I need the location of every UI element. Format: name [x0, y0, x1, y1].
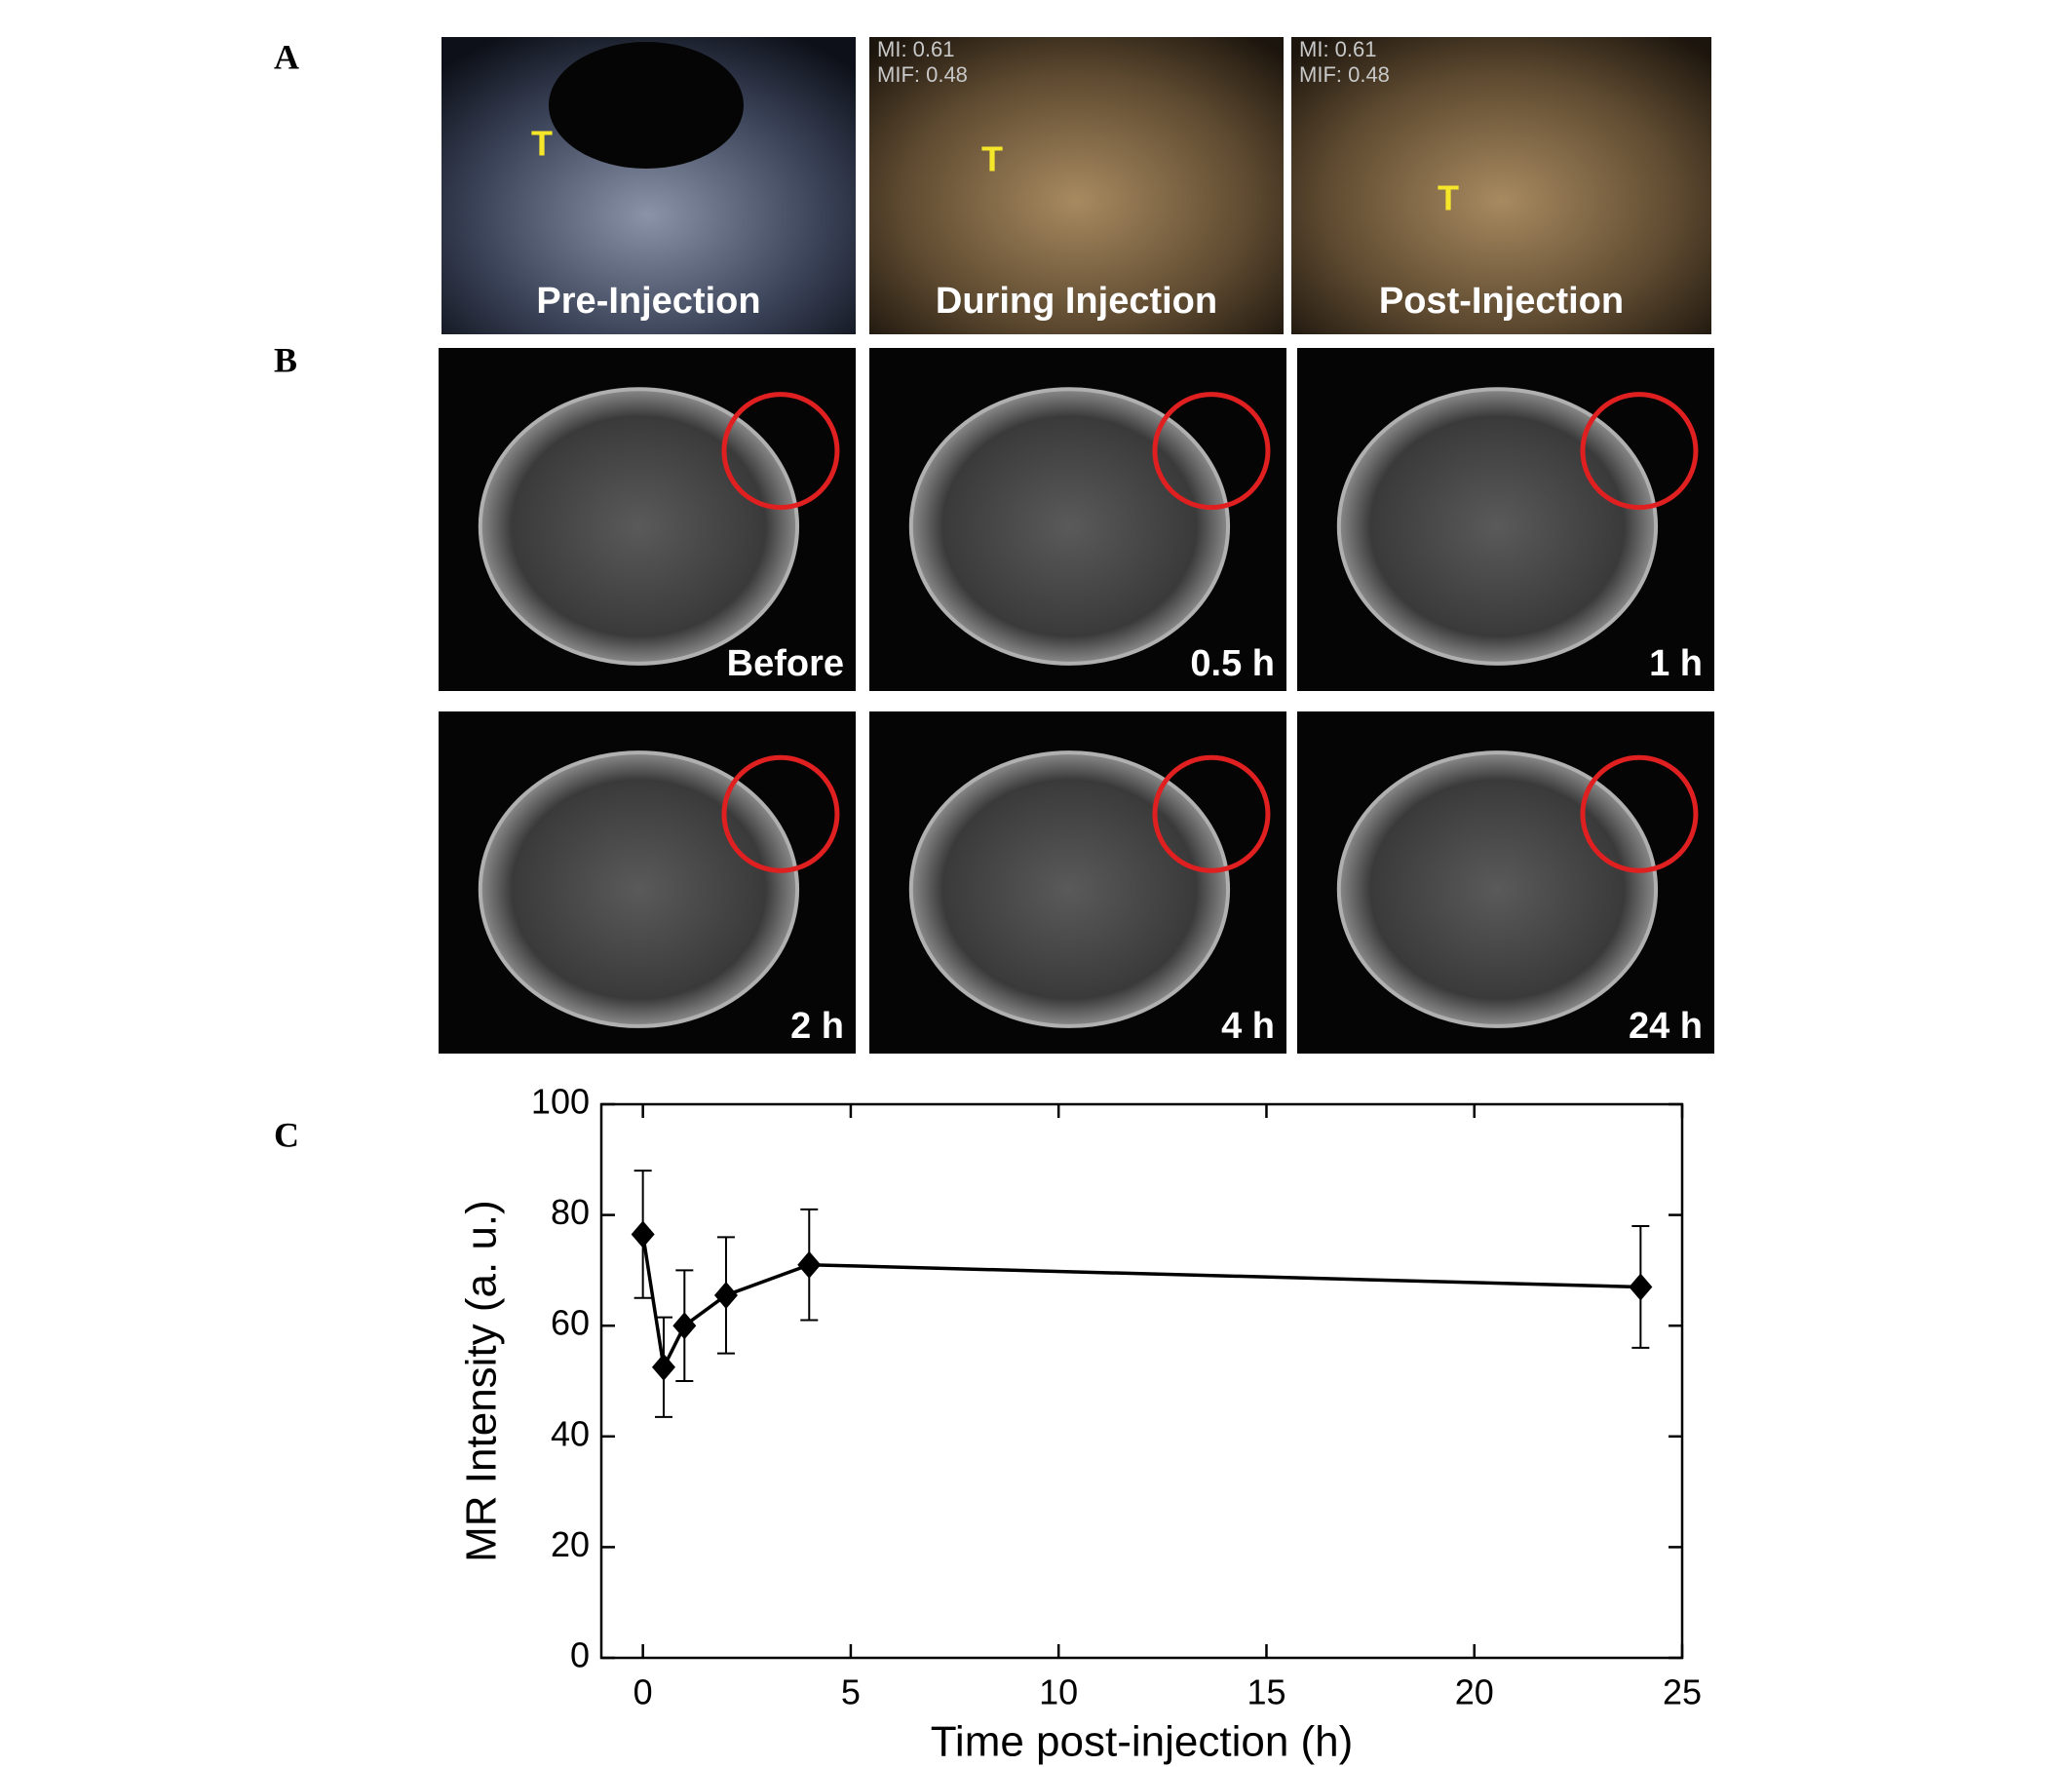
readout: MI: 0.61: [1299, 37, 1376, 61]
plot-frame: [599, 1102, 1684, 1660]
marker-label: T: [531, 124, 553, 164]
tumor-circle: [1580, 754, 1699, 873]
y-tick-label: 20: [551, 1524, 590, 1564]
y-tick-label: 40: [551, 1413, 590, 1453]
panel-label: B: [274, 340, 297, 379]
x-axis-title: Time post-injection (h): [931, 1718, 1354, 1766]
panel-label: C: [274, 1115, 299, 1154]
image-caption: During Injection: [936, 281, 1217, 322]
x-tick-label: 10: [1039, 1672, 1078, 1712]
marker-label: T: [1438, 178, 1459, 218]
mri-body: [1336, 750, 1659, 1028]
tumor-circle: [721, 754, 840, 873]
image-caption: Post-Injection: [1379, 281, 1624, 322]
x-tick-label: 25: [1663, 1672, 1702, 1712]
readout: MIF: 0.48: [1299, 62, 1390, 87]
y-tick-label: 60: [551, 1303, 590, 1343]
tumor-circle: [1152, 754, 1271, 873]
x-tick-label: 20: [1455, 1672, 1494, 1712]
y-tick-label: 80: [551, 1192, 590, 1232]
image-caption: 4 h: [1221, 1006, 1275, 1047]
readout: MI: 0.61: [877, 37, 954, 61]
mri-body: [478, 750, 800, 1028]
tumor-circle: [1580, 392, 1699, 511]
x-tick-label: 5: [841, 1672, 861, 1712]
mri-body: [908, 387, 1231, 666]
x-tick-label: 0: [633, 1672, 653, 1712]
marker-label: T: [981, 139, 1003, 179]
mri-body: [1336, 387, 1659, 666]
cyst: [549, 42, 744, 169]
ultrasound-image: [1291, 37, 1711, 334]
mri-body: [478, 387, 800, 666]
tumor-circle: [721, 392, 840, 511]
panel-label: A: [274, 37, 299, 76]
mri-body: [908, 750, 1231, 1028]
image-caption: 24 h: [1629, 1006, 1703, 1047]
data-point: [672, 1312, 697, 1340]
image-caption: Before: [727, 643, 844, 684]
image-caption: 0.5 h: [1190, 643, 1275, 684]
x-tick-label: 15: [1247, 1672, 1285, 1712]
data-point: [651, 1353, 675, 1381]
y-tick-label: 100: [531, 1082, 590, 1122]
y-axis-title: MR Intensity (a. u.): [458, 1200, 506, 1562]
readout: MIF: 0.48: [877, 62, 968, 87]
data-point: [713, 1281, 738, 1309]
image-caption: 1 h: [1649, 643, 1703, 684]
data-point: [797, 1250, 822, 1279]
data-point: [631, 1220, 655, 1248]
ultrasound-image: [869, 37, 1284, 334]
data-line: [640, 1234, 1641, 1373]
data-point: [1629, 1273, 1653, 1301]
image-caption: 2 h: [790, 1006, 844, 1047]
tumor-circle: [1152, 392, 1271, 511]
image-caption: Pre-Injection: [536, 281, 760, 322]
y-tick-label: 0: [570, 1635, 590, 1675]
